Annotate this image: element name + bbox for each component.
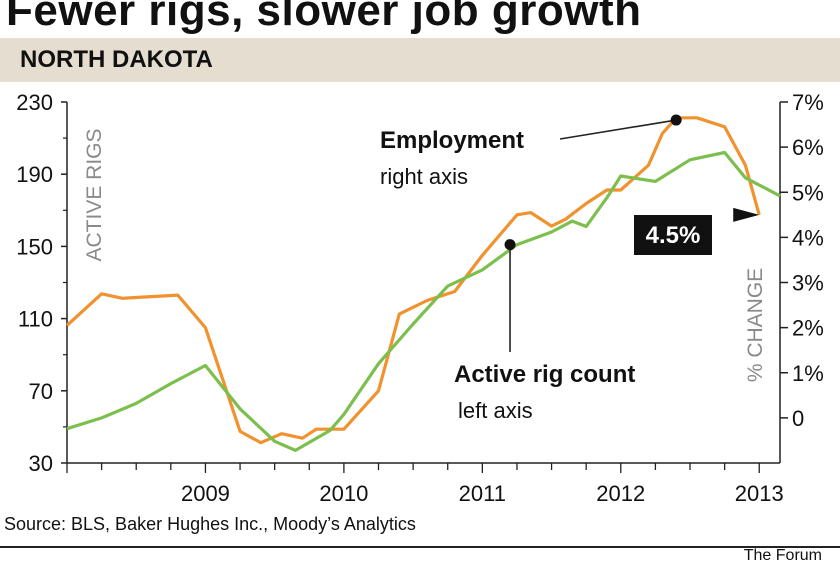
employment-leader-line (559, 119, 677, 140)
left-tick-label: 150 (16, 234, 53, 259)
left-axis-title: ACTIVE RIGS (83, 128, 106, 261)
callout-box (634, 215, 712, 255)
right-tick-label: 1% (792, 361, 824, 386)
region-band: NORTH DAKOTA (0, 38, 840, 82)
right-tick-label: 5% (792, 180, 824, 205)
right-tick-label: 3% (792, 271, 824, 296)
credit-text: The Forum (743, 547, 822, 564)
employment-annotation-title: Employment (380, 127, 524, 154)
callout-pointer (733, 207, 760, 222)
rig-marker-dot (504, 239, 516, 251)
left-tick-label: 230 (16, 90, 53, 115)
region-label: NORTH DAKOTA (20, 46, 213, 73)
source-note: Source: BLS, Baker Hughes Inc., Moody’s … (4, 514, 416, 534)
rig-annotation-title: Active rig count (454, 361, 635, 388)
employment-line (65, 116, 761, 445)
left-tick-label: 30 (29, 451, 53, 476)
x-tick-label: 2011 (459, 481, 506, 506)
x-tick-label: 2010 (319, 481, 368, 506)
x-tick-label: 2013 (735, 481, 784, 506)
x-tick-label: 2009 (181, 481, 230, 506)
employment-annotation-note: right axis (380, 164, 468, 189)
chart-title: Fewer rigs, slower job growth (6, 0, 642, 35)
footer-divider (0, 546, 840, 548)
left-tick-label: 110 (18, 307, 53, 332)
employment-marker-dot (670, 114, 682, 126)
rig-count-line (66, 150, 781, 452)
x-tick-label: 2012 (596, 481, 645, 506)
right-tick-label: 0 (792, 406, 804, 431)
right-tick-label: 2% (792, 316, 824, 341)
left-tick-label: 190 (16, 162, 53, 187)
left-tick-label: 70 (29, 379, 53, 404)
right-axis-title: % CHANGE (744, 268, 767, 382)
right-tick-label: 7% (792, 90, 824, 115)
right-tick-label: 4% (792, 225, 824, 250)
rig-annotation-note: left axis (458, 398, 533, 423)
callout-value: 4.5% (646, 222, 701, 249)
right-tick-label: 6% (792, 135, 824, 160)
